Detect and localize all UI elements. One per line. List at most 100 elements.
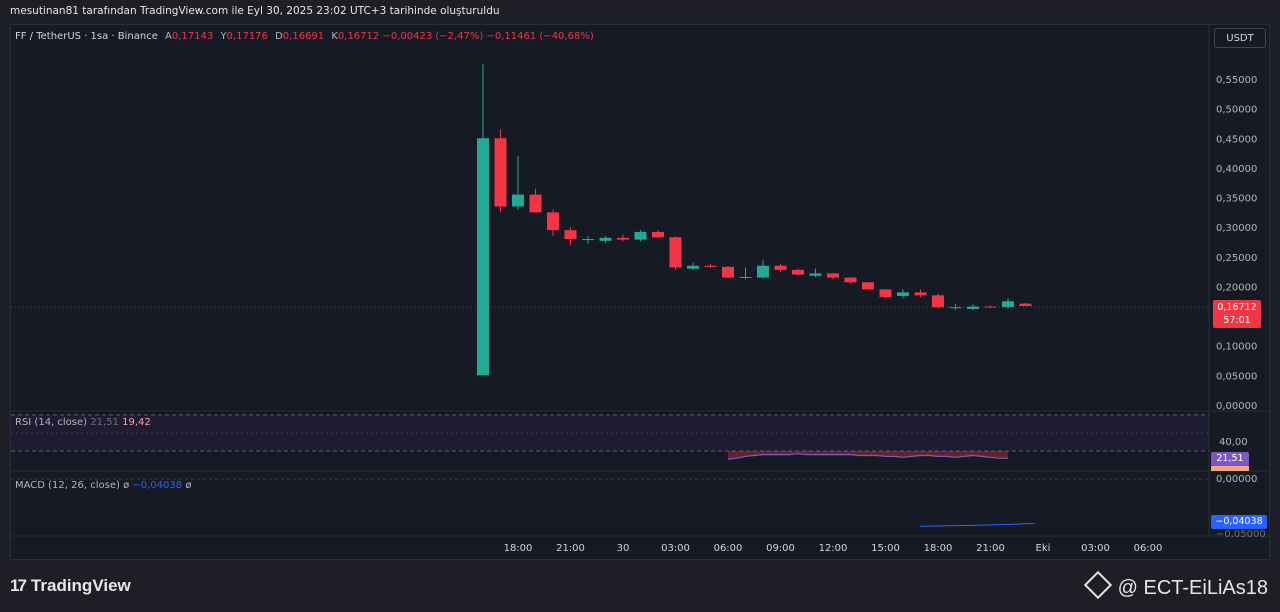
x-tick-label: 03:00	[1081, 543, 1110, 554]
rsi-level-label: 40,00	[1219, 437, 1248, 448]
candle-body	[669, 237, 682, 268]
rsi-value-tag: 21,51	[1211, 452, 1249, 466]
y-tick-label: 0,55000	[1216, 75, 1257, 86]
candle-body	[792, 269, 804, 275]
open-value: 0,17143	[171, 31, 214, 42]
candle-body	[774, 265, 787, 270]
rsi-ma-tag	[1211, 466, 1249, 471]
x-tick-label: 12:00	[819, 543, 848, 554]
macd-title: MACD (12, 26, close)	[15, 480, 120, 491]
tv-logo-icon: 17	[10, 576, 27, 595]
candle-body	[897, 292, 909, 296]
y-tick-label: 0,30000	[1216, 223, 1257, 234]
candle-body	[547, 212, 559, 231]
rsi-ma-value: 19,42	[122, 417, 151, 428]
x-tick-label: 21:00	[556, 543, 585, 554]
candle-body	[932, 295, 944, 308]
macd-cut-label: −0,05000	[1216, 529, 1266, 540]
candle-body	[827, 273, 839, 278]
y-tick-label: 0,25000	[1216, 253, 1257, 264]
price-tag-countdown: 57:01	[1223, 315, 1251, 326]
candle-body	[739, 276, 752, 278]
candle-body	[984, 306, 997, 308]
x-tick-label: 06:00	[714, 543, 743, 554]
low-value: 0,16691	[282, 31, 325, 42]
x-tick-label: 15:00	[871, 543, 900, 554]
rsi-title: RSI (14, close)	[15, 417, 88, 428]
x-tick-label: 18:00	[504, 543, 533, 554]
macd-value-tag: −0,04038	[1211, 515, 1267, 529]
macd-value: −0,04038	[132, 480, 183, 491]
candle-body	[722, 266, 734, 278]
candle-body	[529, 194, 542, 213]
currency-button[interactable]: USDT	[1214, 28, 1266, 48]
candle-body	[564, 230, 577, 240]
y-tick-label: 0,05000	[1216, 371, 1257, 382]
watermark-text: @ ECT-EiLiAs18	[1117, 577, 1268, 599]
x-tick-label: 21:00	[976, 543, 1005, 554]
y-tick-label: 0,50000	[1216, 105, 1257, 116]
x-tick-label: 03:00	[661, 543, 690, 554]
high-value: 0,17176	[226, 31, 268, 42]
y-tick-label: 0,20000	[1216, 282, 1257, 293]
candle-body	[582, 239, 594, 241]
close-label: K	[331, 31, 338, 42]
candle-body	[599, 237, 612, 241]
candle-body	[1002, 301, 1014, 308]
x-tick-label: 09:00	[766, 543, 795, 554]
y-tick-label: 0,45000	[1216, 134, 1257, 145]
y-tick-label: 0,10000	[1216, 342, 1257, 353]
candle-body	[757, 265, 769, 278]
x-tick-label: 30	[617, 543, 630, 554]
macd-zero-label: 0,00000	[1216, 474, 1257, 485]
y-tick-label: 0,35000	[1216, 194, 1257, 205]
high-label: Y	[220, 31, 227, 42]
candle-body	[914, 292, 927, 296]
rsi-band-fill	[11, 415, 1209, 451]
binance-diamond-icon	[1083, 570, 1112, 600]
x-tick-label: 06:00	[1134, 543, 1163, 554]
price-tag: 0,16712 57:01	[1213, 300, 1261, 328]
candle-body	[617, 237, 629, 240]
candle-body	[1019, 303, 1032, 307]
candle-body	[862, 282, 874, 290]
tradingview-brand: TradingView	[30, 576, 131, 595]
symbol-legend[interactable]: FF / TetherUS · 1sa · Binance A0,17143 Y…	[15, 31, 594, 42]
candle-body	[634, 231, 647, 240]
x-tick-label: Eki	[1036, 543, 1051, 554]
change-total-value: −0,11461 (−40,68%)	[486, 31, 594, 42]
footer-bar: 17 TradingView @ ECT-EiLiAs18	[0, 566, 1280, 612]
macd-line	[920, 522, 1035, 527]
macd-sym: ø	[123, 480, 130, 491]
close-value: 0,16712	[337, 31, 380, 42]
candle-body	[967, 306, 979, 309]
candle-body	[512, 194, 524, 207]
tradingview-logo[interactable]: 17 TradingView	[10, 576, 131, 596]
attribution-bar: mesutinan81 tarafından TradingView.com i…	[0, 0, 1280, 24]
price-tag-price: 0,16712	[1217, 302, 1257, 313]
macd-sym2: ø	[185, 480, 192, 491]
attribution-text: mesutinan81 tarafından TradingView.com i…	[10, 5, 500, 17]
open-label: A	[165, 31, 172, 42]
rsi-value: 21,51	[90, 417, 119, 428]
change-value: −0,00423 (−2,47%)	[382, 31, 484, 42]
y-tick-label: 0,00000	[1216, 401, 1257, 412]
candle-body	[477, 138, 489, 376]
candle-body	[494, 138, 507, 207]
symbol-name: FF / TetherUS · 1sa · Binance	[15, 31, 158, 42]
candle-body	[844, 277, 857, 283]
candle-body	[652, 231, 664, 238]
candle-body	[809, 273, 822, 276]
y-tick-label: 0,40000	[1216, 164, 1257, 175]
candle-body	[879, 289, 892, 298]
macd-legend[interactable]: MACD (12, 26, close) ø −0,04038 ø	[15, 480, 191, 491]
candle-body	[704, 265, 717, 267]
candle-body	[687, 265, 699, 269]
rsi-line	[727, 453, 1008, 460]
x-tick-label: 18:00	[924, 543, 953, 554]
candle-body	[949, 307, 962, 309]
low-label: D	[275, 31, 283, 42]
watermark: @ ECT-EiLiAs18	[1083, 570, 1268, 600]
rsi-legend[interactable]: RSI (14, close) 21,51 19,42	[15, 417, 151, 428]
